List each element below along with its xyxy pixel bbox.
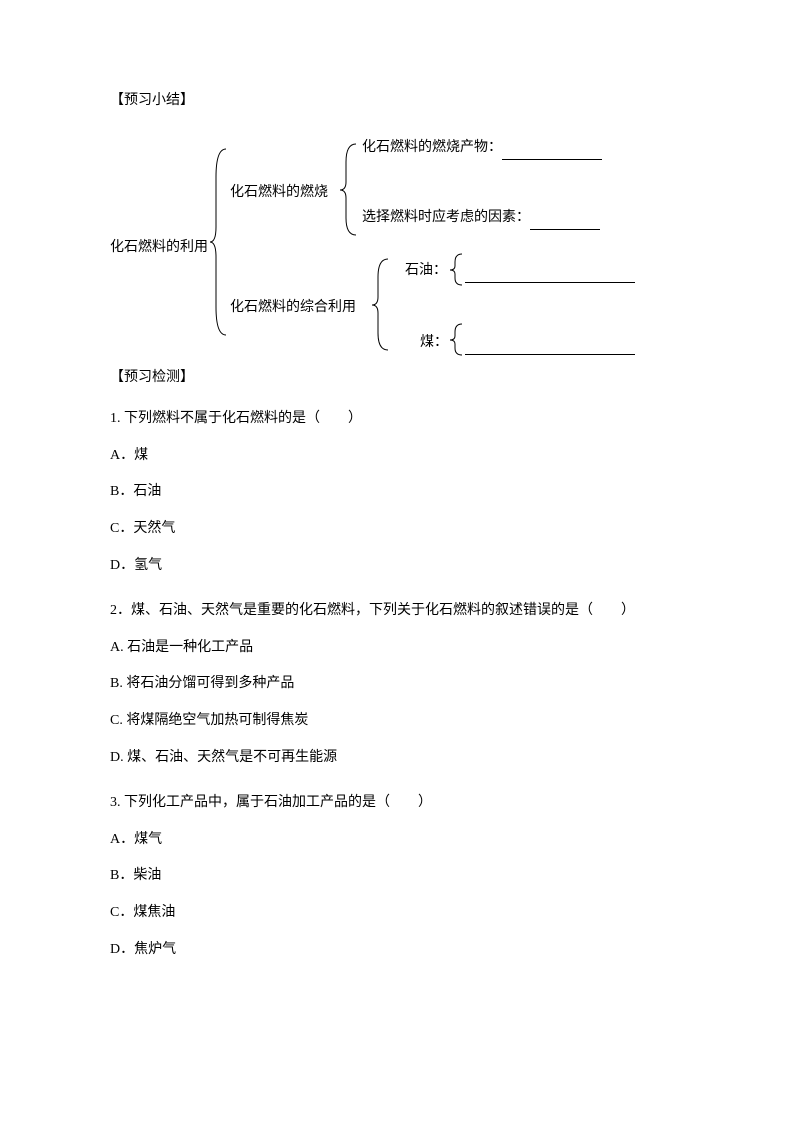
question-1-option-d: D．氢气 bbox=[110, 551, 690, 582]
question-2-option-d: D. 煤、石油、天然气是不可再生能源 bbox=[110, 743, 690, 774]
diagram-b1-item2: 选择燃料时应考虑的因素： bbox=[362, 207, 600, 229]
diagram-b1-item1: 化石燃料的燃烧产物： bbox=[362, 137, 602, 159]
blank-line bbox=[502, 145, 602, 160]
b1-item1-label: 化石燃料的燃烧产物： bbox=[362, 140, 502, 155]
question-3-option-d: D．焦炉气 bbox=[110, 935, 690, 966]
brace-b2-item2 bbox=[450, 322, 466, 357]
diagram-branch1: 化石燃料的燃烧 bbox=[230, 182, 328, 204]
question-3-option-c: C．煤焦油 bbox=[110, 898, 690, 929]
question-1-option-a: A．煤 bbox=[110, 441, 690, 472]
question-3-stem: 3. 下列化工产品中，属于石油加工产品的是（ ） bbox=[110, 788, 690, 819]
question-1-stem: 1. 下列燃料不属于化石燃料的是（ ） bbox=[110, 404, 690, 435]
b2-item2-label: 煤： bbox=[420, 335, 448, 350]
question-2-option-a: A. 石油是一种化工产品 bbox=[110, 633, 690, 664]
question-2-option-b: B. 将石油分馏可得到多种产品 bbox=[110, 669, 690, 700]
diagram-b2-item1: 石油： bbox=[405, 260, 447, 282]
question-2-option-c: C. 将煤隔绝空气加热可制得焦炭 bbox=[110, 706, 690, 737]
diagram-branch2: 化石燃料的综合利用 bbox=[230, 297, 356, 319]
question-2-stem: 2．煤、石油、天然气是重要的化石燃料，下列关于化石燃料的叙述错误的是（ ） bbox=[110, 596, 690, 627]
section-summary-title: 【预习小结】 bbox=[110, 90, 690, 112]
blank-line bbox=[465, 268, 635, 283]
b1-item2-label: 选择燃料时应考虑的因素： bbox=[362, 210, 530, 225]
question-1-option-b: B．石油 bbox=[110, 477, 690, 508]
diagram-b2-item2: 煤： bbox=[420, 332, 448, 354]
blank-line bbox=[465, 340, 635, 355]
diagram-root: 化石燃料的利用 bbox=[110, 237, 208, 259]
question-3-option-b: B．柴油 bbox=[110, 861, 690, 892]
blank-line bbox=[530, 215, 600, 230]
b2-item2-blank bbox=[465, 332, 635, 354]
brace-branch2 bbox=[372, 257, 392, 352]
brace-branch1 bbox=[340, 142, 360, 237]
b2-item1-label: 石油： bbox=[405, 263, 447, 278]
b2-item1-blank bbox=[465, 260, 635, 282]
question-1-option-c: C．天然气 bbox=[110, 514, 690, 545]
question-3-option-a: A．煤气 bbox=[110, 825, 690, 856]
brace-b2-item1 bbox=[450, 252, 466, 287]
brace-main bbox=[210, 147, 230, 337]
section-quiz-title: 【预习检测】 bbox=[110, 367, 690, 389]
concept-diagram: 化石燃料的利用 化石燃料的燃烧 化石燃料的燃烧产物： 选择燃料时应考虑的因素： … bbox=[110, 122, 690, 352]
